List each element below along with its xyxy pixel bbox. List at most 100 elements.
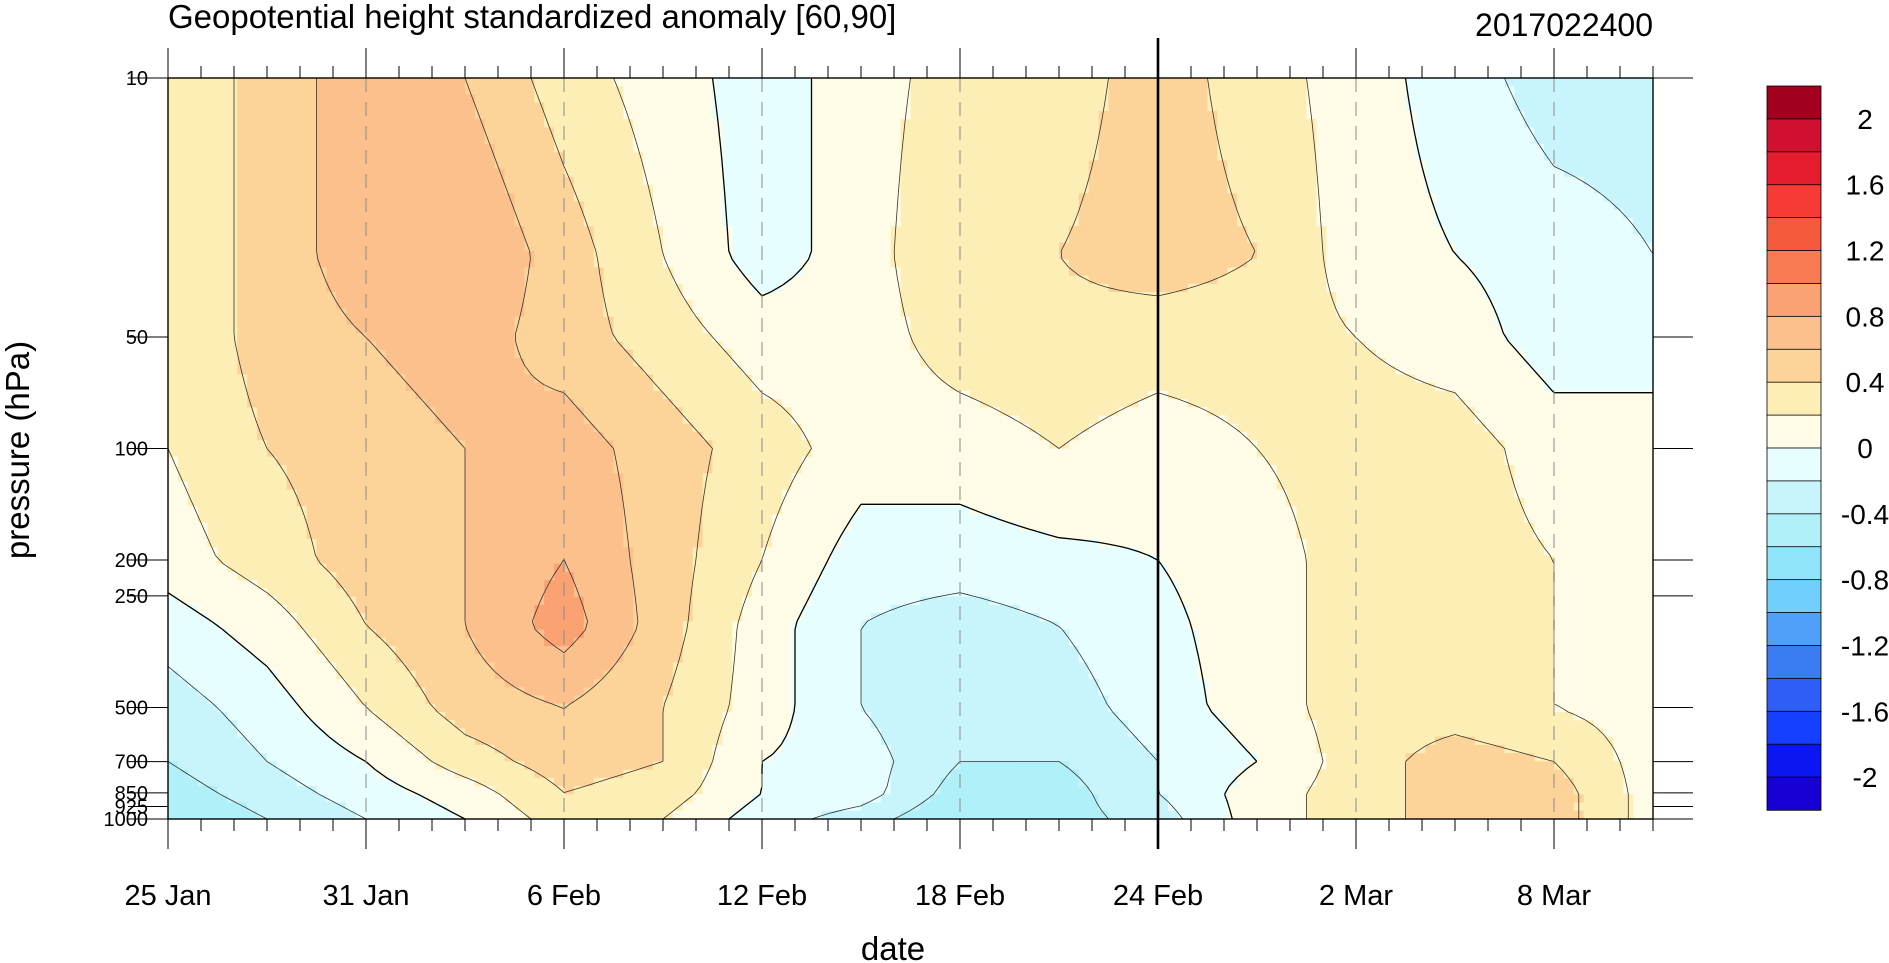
contour-cell — [296, 711, 308, 721]
contour-cell — [702, 275, 714, 285]
contour-cell — [692, 432, 704, 441]
contour-cell — [197, 777, 209, 787]
contour-cell — [306, 168, 318, 178]
contour-cell — [573, 135, 585, 145]
contour-cell — [544, 217, 555, 227]
contour-cell — [465, 604, 476, 614]
contour-cell — [395, 646, 407, 655]
contour-cell — [514, 440, 525, 450]
contour-cell — [692, 786, 704, 795]
contour-cell — [445, 604, 456, 614]
contour-cell — [356, 250, 367, 260]
contour-cell — [227, 432, 238, 441]
contour-cell — [425, 168, 436, 178]
contour-cell — [504, 143, 516, 153]
contour-cell — [524, 448, 535, 458]
contour-cell — [306, 736, 318, 746]
contour-cell — [366, 514, 377, 524]
contour-cell — [633, 143, 644, 153]
contour-cell — [504, 728, 516, 738]
contour-cell — [177, 489, 189, 499]
contour-cell — [514, 292, 525, 301]
contour-cell — [356, 629, 367, 639]
contour-cell — [524, 366, 535, 375]
contour-cell — [247, 555, 258, 565]
contour-cell — [276, 621, 288, 631]
contour-cell — [316, 572, 327, 581]
contour-cell — [346, 720, 357, 730]
contour-cell — [375, 448, 387, 458]
contour-cell — [474, 464, 486, 474]
contour-cell — [534, 201, 545, 211]
contour-cell — [286, 250, 298, 260]
contour-cell — [425, 596, 436, 606]
contour-cell — [435, 456, 446, 466]
contour-cell — [524, 201, 535, 211]
contour-cell — [346, 695, 357, 705]
contour-cell — [326, 300, 337, 310]
contour-cell — [702, 580, 714, 590]
contour-cell — [445, 670, 456, 680]
contour-cell — [583, 160, 595, 170]
contour-cell — [217, 637, 228, 647]
contour-cell — [663, 292, 674, 301]
contour-cell — [227, 580, 238, 590]
contour-cell — [653, 267, 664, 277]
contour-cell — [385, 736, 397, 746]
contour-cell — [455, 366, 466, 375]
contour-cell — [633, 596, 644, 606]
contour-cell — [267, 489, 278, 499]
contour-cell — [267, 604, 278, 614]
contour-cell — [445, 78, 456, 87]
contour-cell — [267, 769, 278, 779]
contour-cell — [415, 596, 426, 606]
contour-cell — [356, 646, 367, 655]
contour-cell — [692, 464, 704, 474]
contour-cell — [623, 810, 634, 819]
contour-cell — [296, 349, 308, 359]
contour-cell — [306, 193, 318, 203]
contour-cell — [583, 703, 595, 713]
contour-cell — [682, 464, 694, 474]
contour-cell — [643, 143, 654, 153]
contour-cell — [484, 711, 496, 721]
contour-cell — [257, 613, 268, 622]
contour-cell — [435, 110, 446, 120]
contour-cell — [653, 119, 664, 128]
contour-cell — [494, 761, 506, 771]
contour-cell — [385, 481, 397, 491]
contour-cell — [564, 283, 575, 293]
contour-cell — [643, 514, 654, 524]
contour-cell — [375, 753, 387, 762]
contour-cell — [217, 110, 228, 120]
contour-cell — [504, 711, 516, 721]
contour-cell — [385, 366, 397, 375]
contour-cell — [405, 94, 417, 104]
contour-cell — [672, 440, 684, 450]
contour-cell — [653, 94, 664, 104]
contour-cell — [494, 193, 506, 203]
contour-cell — [177, 407, 189, 417]
contour-cell — [494, 143, 506, 153]
contour-cell — [672, 744, 684, 754]
contour-fill — [168, 78, 1653, 819]
contour-cell — [286, 777, 298, 787]
contour-cell — [207, 160, 219, 170]
contour-cell — [385, 448, 397, 458]
contour-cell — [573, 736, 585, 746]
contour-cell — [603, 703, 615, 713]
contour-cell — [474, 555, 486, 565]
contour-cell — [237, 193, 248, 203]
contour-cell — [564, 242, 575, 252]
contour-cell — [177, 555, 189, 565]
contour-cell — [276, 325, 288, 334]
contour-cell — [643, 588, 654, 598]
contour-cell — [197, 481, 209, 491]
contour-cell — [504, 415, 516, 425]
contour-cell — [435, 242, 446, 252]
contour-cell — [534, 596, 545, 606]
contour-cell — [623, 176, 634, 186]
contour-cell — [455, 407, 466, 417]
contour-cell — [682, 786, 694, 795]
contour-cell — [247, 143, 258, 153]
